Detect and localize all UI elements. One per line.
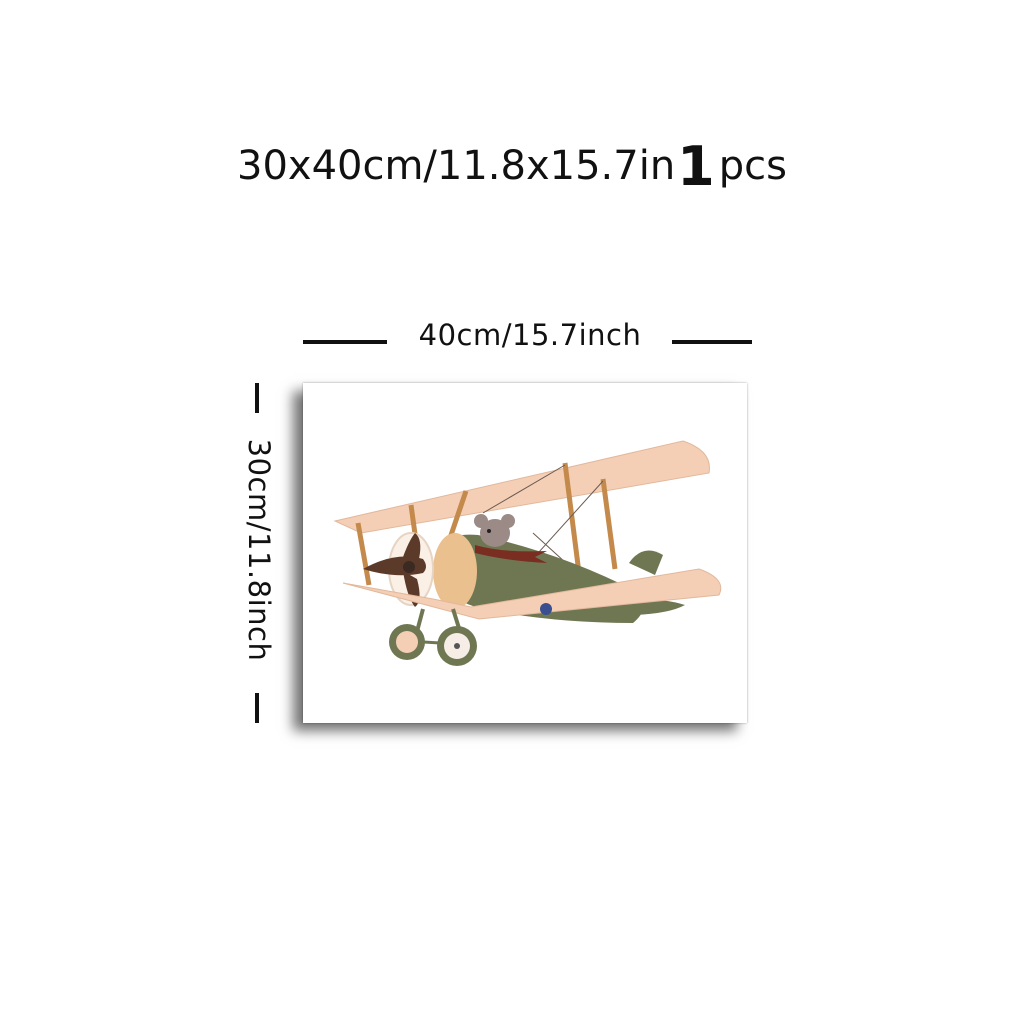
- width-dimension-line-right: [672, 340, 752, 344]
- wing-strut: [355, 522, 372, 586]
- canvas-print: [303, 383, 747, 723]
- quantity-number: 1: [677, 135, 715, 198]
- wing-strut: [600, 478, 618, 570]
- propeller: [399, 533, 421, 569]
- rigging-wire: [482, 464, 566, 514]
- upper-wing: [333, 440, 710, 534]
- wheel: [396, 631, 418, 653]
- wing-strut: [562, 462, 582, 574]
- size-text: 30x40cm/11.8x15.7in: [237, 143, 676, 189]
- height-dimension-line-bottom: [255, 693, 259, 723]
- product-size-heading: 30x40cm/11.8x15.7in1 pcs: [0, 138, 1024, 195]
- biplane-illustration: [333, 440, 722, 666]
- wing-strut: [447, 490, 469, 539]
- tail-fin: [629, 550, 663, 575]
- width-dimension-line-left: [303, 340, 387, 344]
- engine-cowling: [433, 533, 477, 609]
- mouse-pilot: [474, 514, 547, 563]
- roundel: [540, 603, 552, 615]
- quantity-unit: pcs: [718, 143, 787, 189]
- propeller-hub: [403, 561, 415, 573]
- lower-wing: [342, 568, 722, 620]
- wheel-hub: [454, 643, 460, 649]
- height-dimension-label: 30cm/11.8inch: [242, 438, 276, 662]
- height-dimension-line-top: [255, 383, 259, 413]
- width-dimension-label: 40cm/15.7inch: [418, 318, 642, 352]
